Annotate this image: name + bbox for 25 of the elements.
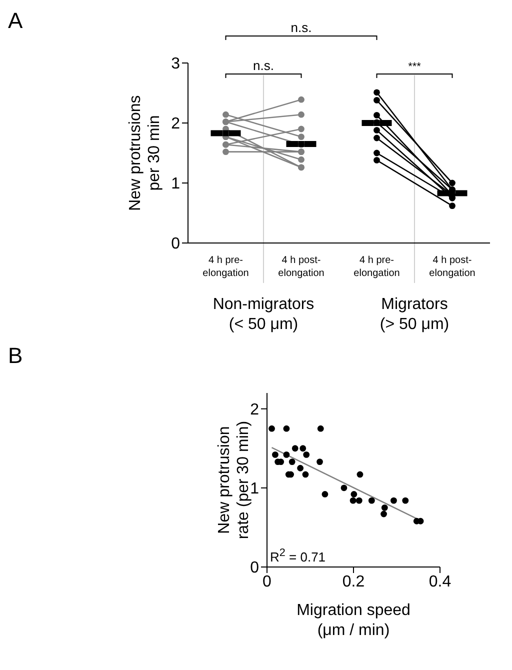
text: Non-migrators (< 50 μm) (212, 295, 316, 335)
annotation: R$^{2}$ = 0.71 (270, 547, 326, 564)
x-tick-label: 4 h pre-elongation (202, 255, 249, 279)
x-tick-label: 0 (262, 573, 272, 590)
text: A (8, 8, 23, 34)
annotation: *** (408, 61, 422, 73)
y-axis-title: New protrusion rate (per 30 min) (216, 420, 252, 540)
x-axis-title: Migration speed (μm / min) (296, 602, 410, 639)
x-tick-label: 4 h post-elongation (429, 255, 476, 279)
text: B (8, 343, 23, 369)
y-tick-label: 2 (250, 402, 260, 418)
y-tick-label: 3 (171, 56, 180, 73)
x-tick-label: 4 h post-elongation (278, 255, 324, 279)
x-tick-label: 0.2 (342, 573, 365, 590)
y-tick-label: 1 (171, 176, 180, 193)
y-tick-label: 0 (171, 236, 180, 253)
y-axis-title: New protrusions per 30 min (127, 95, 163, 211)
annotation: n.s. (253, 58, 274, 73)
text: n.s. (290, 20, 312, 35)
text: Migrators (> 50 μm) (378, 295, 450, 335)
y-tick-label: 0 (250, 560, 260, 577)
x-tick-label: 0.4 (428, 573, 452, 590)
x-tick-label: 4 h pre-elongation (354, 255, 400, 279)
y-tick-label: 2 (171, 116, 180, 133)
y-tick-label: 1 (250, 480, 260, 498)
